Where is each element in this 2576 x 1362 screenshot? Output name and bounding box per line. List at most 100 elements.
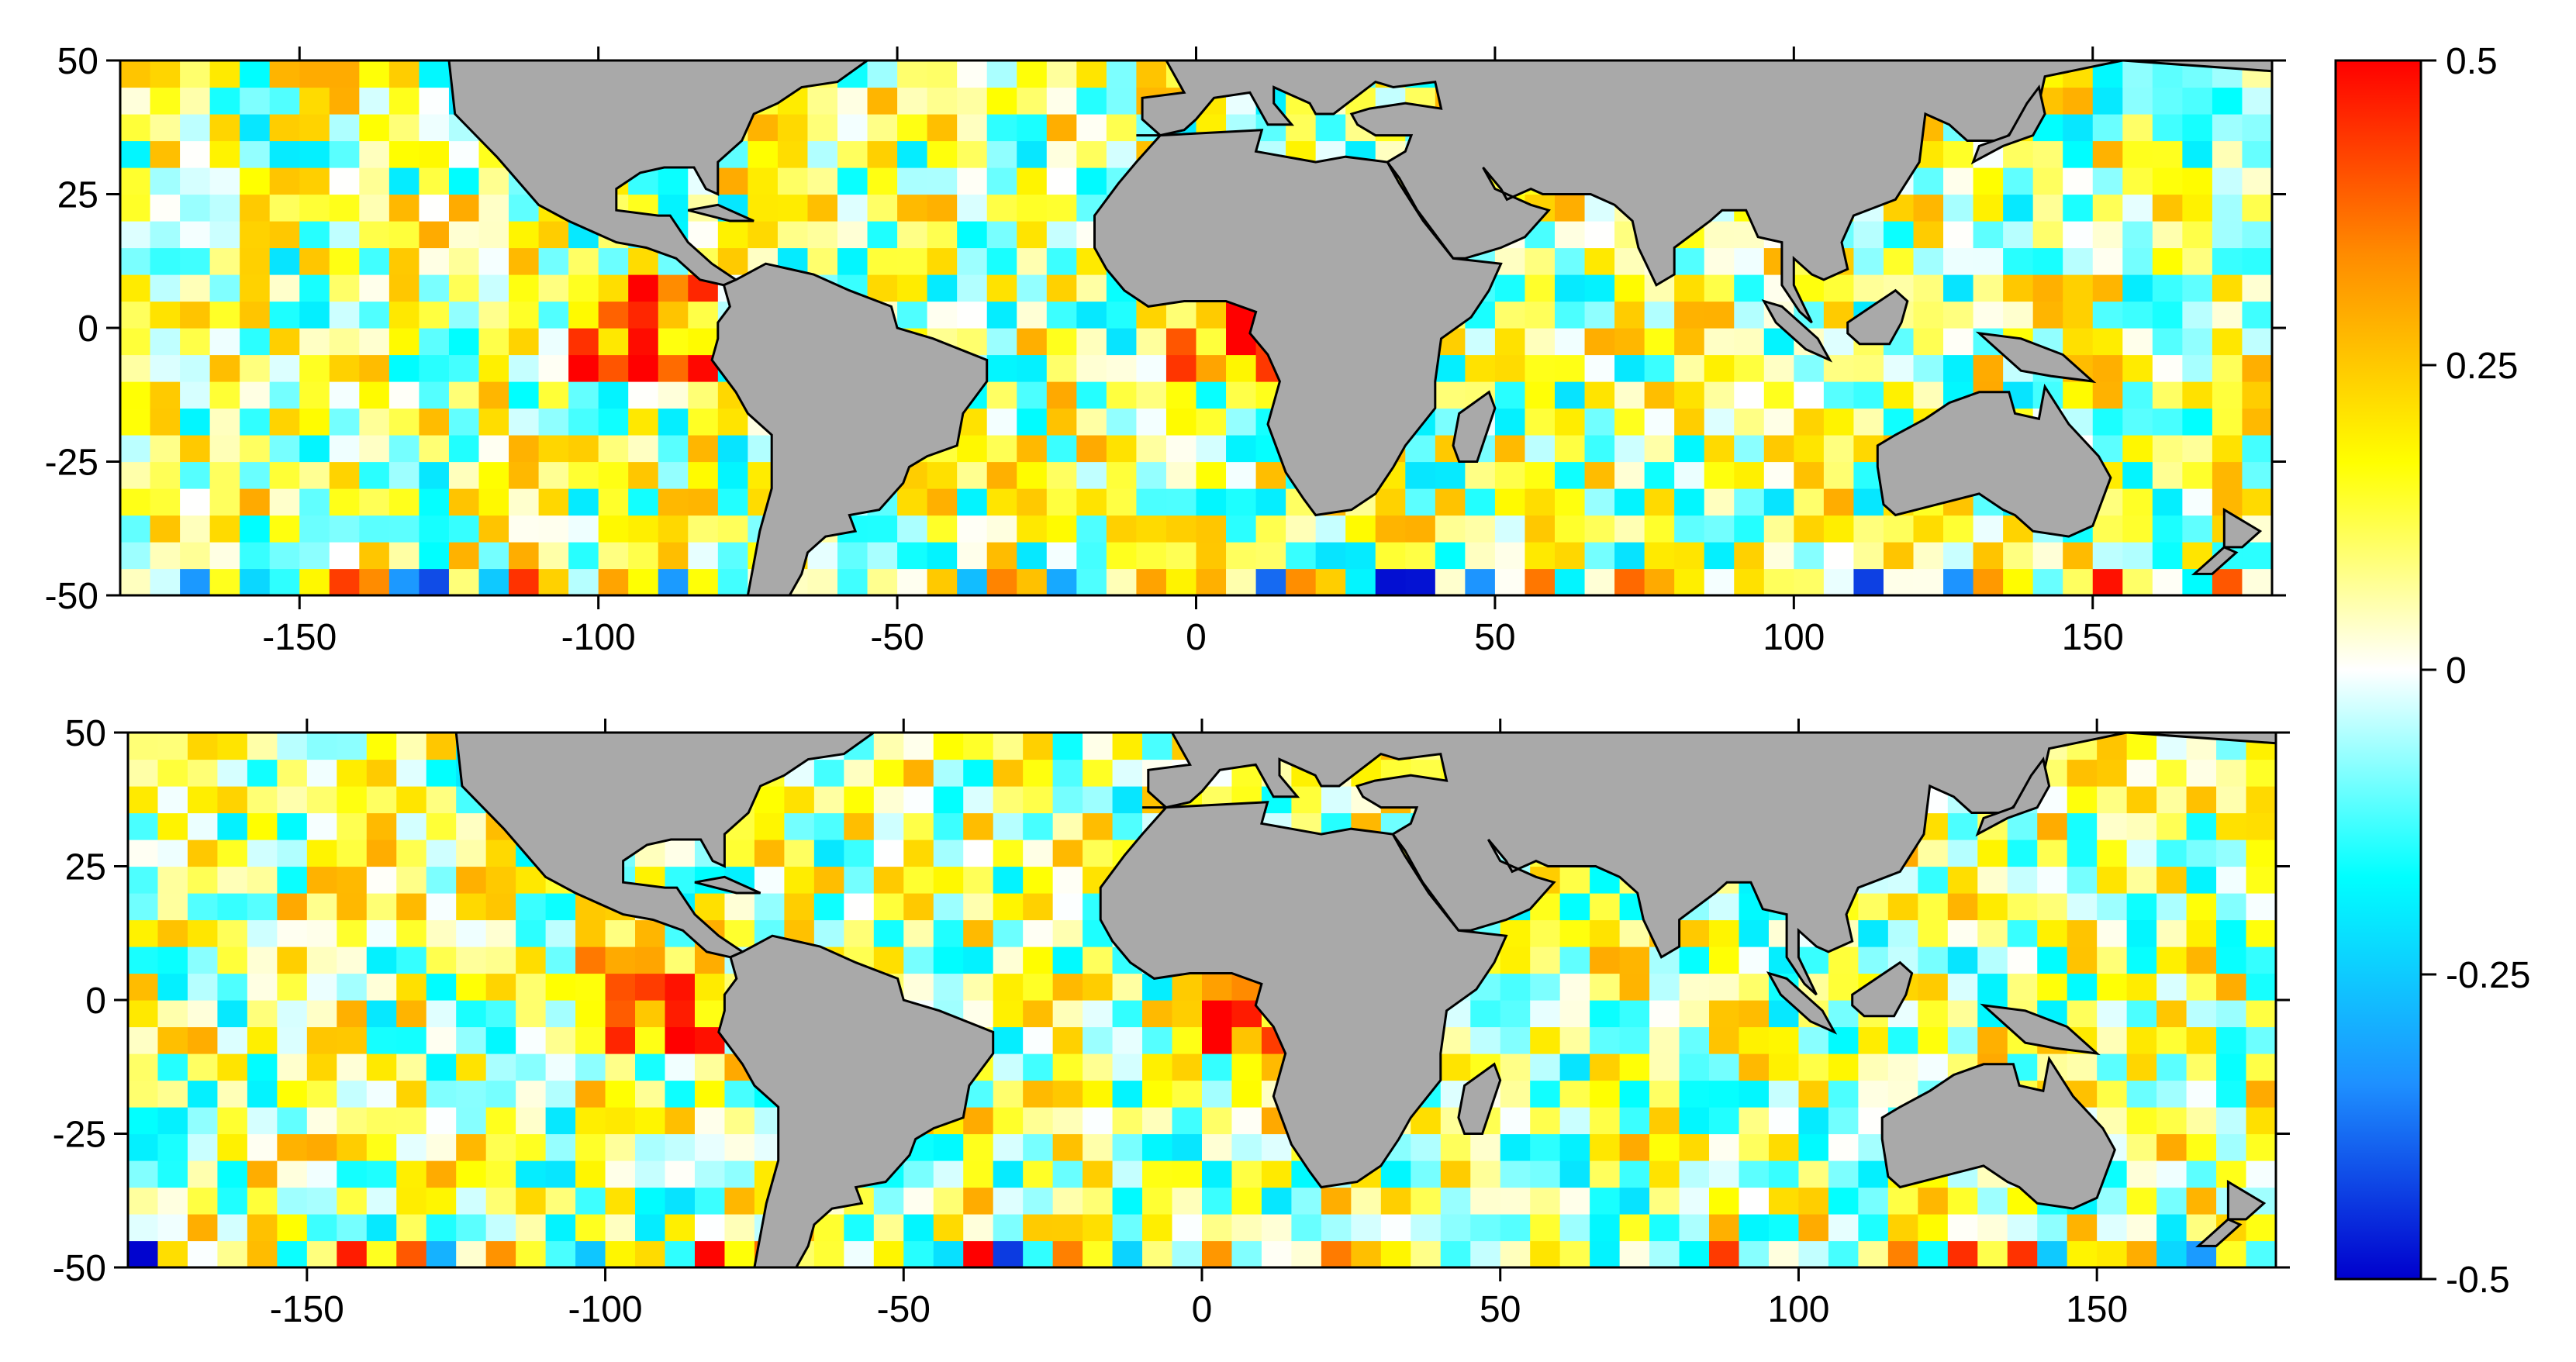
x-tick-label: -50 [877, 1289, 931, 1330]
grid-cell [813, 919, 844, 947]
grid-cell [180, 167, 211, 195]
grid-cell [1435, 381, 1466, 409]
grid-cell [635, 1240, 666, 1267]
grid-cell [1590, 1107, 1621, 1135]
grid-cell [688, 435, 719, 463]
grid-cell [478, 381, 509, 409]
grid-cell [1046, 354, 1077, 382]
land-africaEurasia [1136, 60, 2272, 324]
grid-cell [844, 893, 875, 921]
grid-cell [927, 542, 958, 570]
grid-cell [957, 114, 988, 142]
grid-cell [217, 1080, 248, 1108]
grid-cell [1584, 247, 1615, 275]
grid-cell [1973, 568, 2004, 595]
grid-cell [2242, 435, 2272, 463]
grid-cell [1555, 488, 1586, 516]
grid-cell [1947, 947, 1978, 974]
grid-cell [575, 1000, 606, 1028]
grid-cell [1500, 947, 1531, 974]
grid-cell [187, 733, 219, 760]
grid-cell [658, 354, 689, 382]
grid-cell [1739, 1133, 1770, 1161]
grid-cell [1823, 461, 1855, 489]
grid-cell [2156, 893, 2188, 921]
grid-cell [2212, 274, 2243, 302]
y-tick-label: -25 [45, 443, 98, 484]
grid-cell [1083, 1133, 1114, 1161]
grid-cell [217, 812, 248, 840]
grid-cell [1913, 194, 1944, 222]
grid-cell [448, 301, 480, 329]
grid-cell [299, 301, 330, 329]
grid-cell [2186, 866, 2217, 894]
grid-cell [277, 786, 308, 814]
grid-cell [2186, 1133, 2217, 1161]
grid-cell [150, 274, 181, 302]
grid-cell [2003, 221, 2034, 249]
grid-cell [807, 167, 838, 195]
grid-cell [150, 542, 181, 570]
grid-cell [1286, 114, 1317, 142]
grid-cell [688, 328, 719, 356]
grid-cell [1530, 1214, 1561, 1242]
grid-cell [2152, 247, 2183, 275]
grid-cell [867, 167, 898, 195]
grid-cell [426, 866, 457, 894]
grid-cell [1977, 840, 2008, 867]
grid-cell [1858, 1026, 1889, 1054]
grid-cell [568, 408, 599, 436]
grid-cell [1052, 840, 1083, 867]
grid-cell [2063, 301, 2094, 329]
grid-cell [1017, 274, 1048, 302]
grid-cell [957, 435, 988, 463]
grid-cell [724, 893, 755, 921]
grid-cell [2242, 354, 2272, 382]
grid-cell [2092, 354, 2123, 382]
grid-cell [1142, 1107, 1173, 1135]
grid-cell [993, 1240, 1024, 1267]
grid-cell [1076, 274, 1107, 302]
grid-cell [1763, 381, 1794, 409]
land-africa [1093, 129, 1503, 517]
grid-cell [269, 381, 300, 409]
grid-cell [665, 973, 696, 1001]
grid-cell [1291, 786, 1322, 814]
grid-cell [1500, 1240, 1531, 1267]
grid-cell [2212, 87, 2243, 115]
grid-cell [1828, 1107, 1859, 1135]
grid-cell [299, 381, 330, 409]
grid-cell [1794, 461, 1825, 489]
grid-cell [665, 1214, 696, 1242]
grid-cell [963, 1160, 994, 1188]
grid-cell [2032, 167, 2063, 195]
grid-cell [396, 812, 427, 840]
grid-cell [1052, 1214, 1083, 1242]
grid-cell [209, 194, 240, 222]
grid-cell [1440, 1026, 1471, 1054]
grid-cell [1590, 919, 1621, 947]
grid-cell [120, 568, 151, 595]
grid-cell [150, 515, 181, 543]
grid-cell [277, 1107, 308, 1135]
grid-cell [187, 919, 219, 947]
grid-cell [187, 893, 219, 921]
grid-cell [933, 733, 964, 760]
grid-cell [485, 1240, 516, 1267]
grid-cell [1046, 114, 1077, 142]
grid-cell [665, 1107, 696, 1135]
grid-cell [2216, 1026, 2247, 1054]
grid-cell [1345, 568, 1376, 595]
grid-cell [717, 167, 748, 195]
grid-cell [658, 461, 689, 489]
grid-cell [209, 461, 240, 489]
grid-cell [209, 568, 240, 595]
grid-cell [1106, 488, 1138, 516]
grid-cell [366, 973, 397, 1001]
grid-cell [419, 60, 450, 88]
grid-cell [157, 919, 188, 947]
grid-cell [1619, 1160, 1650, 1188]
grid-cell [1858, 947, 1889, 974]
grid-cell [2067, 812, 2098, 840]
grid-cell [688, 542, 719, 570]
